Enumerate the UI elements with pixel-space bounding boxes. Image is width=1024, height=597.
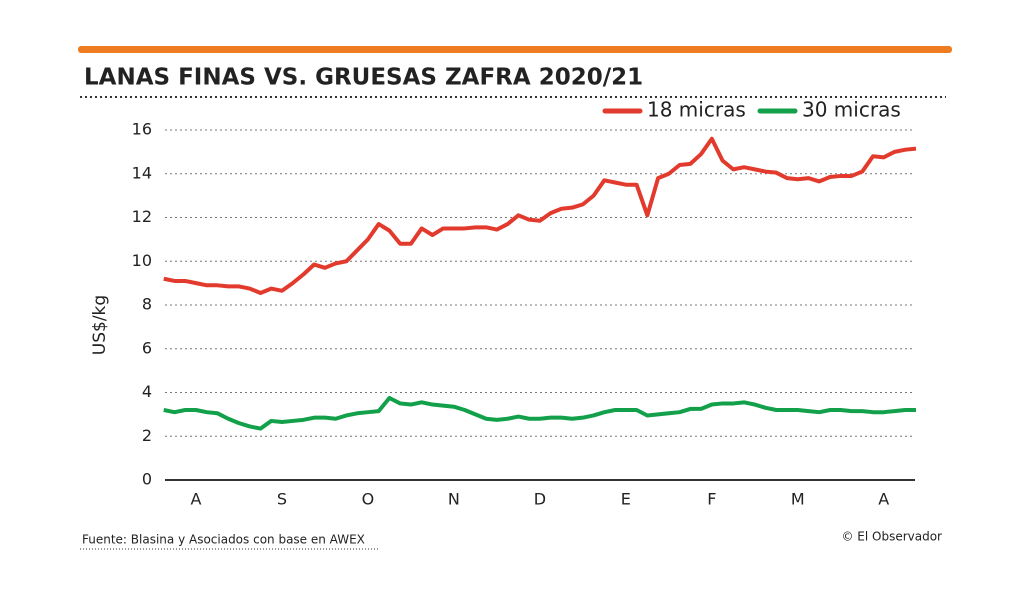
x-tick-label: E	[621, 490, 631, 509]
x-tick-label: M	[791, 490, 805, 509]
header-bar	[78, 46, 952, 53]
series-line	[163, 395, 916, 431]
x-tick-label: N	[448, 490, 460, 509]
x-tick-label: A	[191, 490, 202, 509]
chart-title: LANAS FINAS VS. GRUESAS ZAFRA 2020/21	[84, 65, 643, 91]
x-tick-label: O	[362, 490, 375, 509]
y-tick-label: 8	[142, 295, 152, 314]
y-tick-label: 14	[132, 163, 152, 182]
legend-label: 18 micras	[647, 98, 746, 122]
y-tick-label: 6	[142, 338, 152, 357]
y-tick-label: 4	[142, 382, 152, 401]
y-tick-label: 2	[142, 426, 152, 445]
y-tick-label: 16	[132, 120, 152, 139]
source: Fuente: Blasina y Asociados con base en …	[82, 533, 365, 547]
series-line	[163, 136, 917, 295]
y-tick-label: 10	[132, 251, 152, 270]
y-tick-label: 0	[142, 470, 152, 489]
y-tick-label: 12	[132, 207, 152, 226]
credit: © El Observador	[841, 530, 942, 544]
x-tick-label: A	[878, 490, 889, 509]
x-tick-label: S	[277, 490, 287, 509]
x-tick-label: F	[707, 490, 716, 509]
legend-label: 30 micras	[802, 98, 901, 122]
x-tick-label: D	[534, 490, 546, 509]
y-axis-label: US$/kg	[90, 295, 110, 355]
